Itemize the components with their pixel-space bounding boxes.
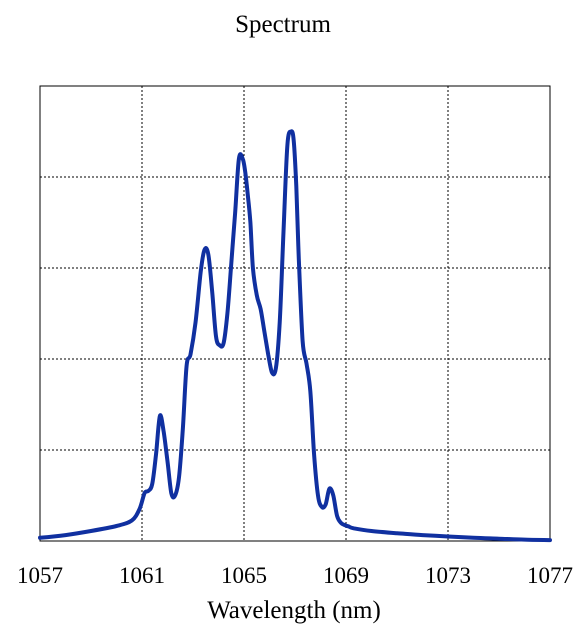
- chart-title: Spectrum: [235, 11, 331, 38]
- x-axis-label: Wavelength (nm): [207, 597, 381, 624]
- x-tick-label: 1065: [221, 563, 267, 588]
- x-tick-label: 1073: [425, 563, 471, 588]
- x-tick-label: 1057: [17, 563, 63, 588]
- x-tick-label: 1061: [119, 563, 165, 588]
- x-tick-label: 1077: [527, 563, 573, 588]
- series-line: [38, 129, 552, 543]
- plot-frame: [39, 85, 551, 542]
- x-tick-label: 1069: [323, 563, 369, 588]
- grid-lines: [40, 86, 550, 541]
- x-tick-labels: 1057 1061 1065 1069 1073 1077: [17, 563, 573, 588]
